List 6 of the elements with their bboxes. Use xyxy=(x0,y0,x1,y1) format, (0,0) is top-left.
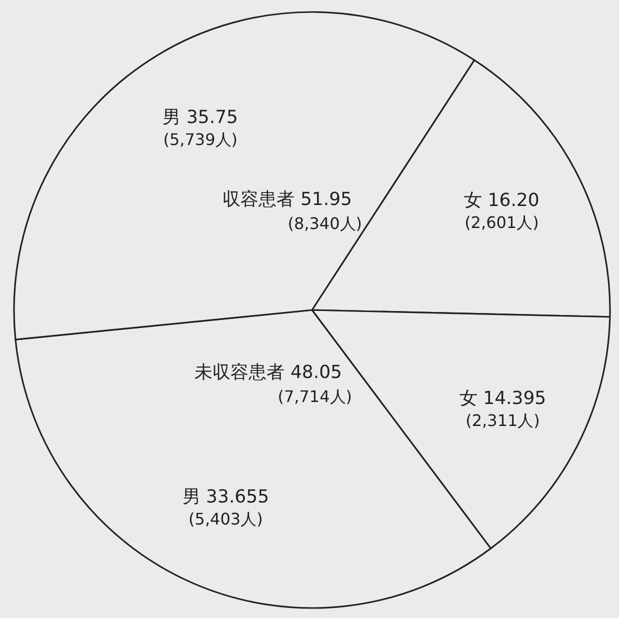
text: 収容患者 51.95 (8,340人) xyxy=(222,189,362,233)
slice-label: 女 14.395 (2,311人) xyxy=(459,388,546,430)
slice-label: 男 33.655 (5,403人) xyxy=(182,486,270,528)
text: 未収容患者 48.05 (7,714人) xyxy=(194,362,352,406)
slice-label: 男 35.75 (5,739人) xyxy=(162,106,238,149)
slice-label: 女 16.20 (2,601人) xyxy=(464,190,540,232)
